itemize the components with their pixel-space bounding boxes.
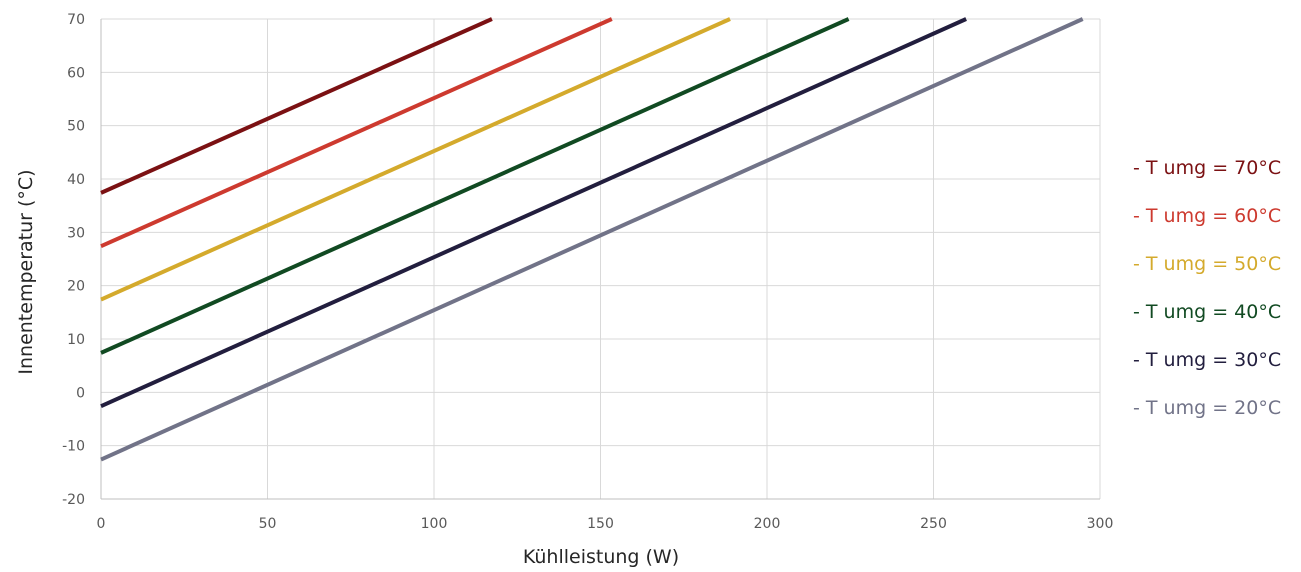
series-line-6 [100, 17, 1084, 462]
x-tick-label: 50 [259, 516, 277, 532]
x-tick-label: 150 [587, 516, 614, 532]
legend: - T umg = 70°C - T umg = 60°C - T umg = 50… [1133, 157, 1281, 419]
y-tick-label: 60 [67, 65, 85, 81]
tick-labels: -20 -10 0 10 20 30 40 50 60 70 0 50 100 150 200 250 300 [62, 12, 1113, 532]
x-tick-label: 200 [754, 516, 781, 532]
legend-entry: - T umg = 70°C [1133, 157, 1281, 179]
y-tick-label: 50 [67, 119, 85, 135]
y-tick-label: 20 [67, 279, 85, 295]
y-tick-label: 70 [67, 12, 85, 28]
axes [100, 19, 1100, 500]
y-tick-label: 0 [76, 385, 85, 401]
x-tick-label: 100 [421, 516, 448, 532]
legend-entry: - T umg = 20°C [1133, 397, 1281, 419]
legend-entry: - T umg = 50°C [1133, 253, 1281, 275]
legend-entry: - T umg = 40°C [1133, 301, 1281, 323]
series-line-5 [100, 17, 967, 409]
y-tick-label: -20 [62, 492, 85, 508]
legend-entry: - T umg = 60°C [1133, 205, 1281, 227]
x-tick-label: 250 [920, 516, 947, 532]
x-tick-label: 0 [97, 516, 106, 532]
series-line-3 [100, 17, 731, 302]
series-line-1 [100, 17, 493, 195]
y-tick-label: 30 [67, 225, 85, 241]
y-tick-label: -10 [62, 439, 85, 455]
y-axis-title: Innentemperatur (°C) [15, 169, 37, 374]
series-lines [100, 17, 1084, 462]
y-tick-label: 10 [67, 332, 85, 348]
grid-lines [101, 18, 1101, 499]
series-line-4 [100, 17, 850, 355]
legend-entry: - T umg = 30°C [1133, 349, 1281, 371]
x-axis-title: Kühlleistung (W) [523, 546, 679, 568]
y-tick-label: 40 [67, 172, 85, 188]
series-line-2 [100, 17, 613, 249]
x-tick-label: 300 [1087, 516, 1114, 532]
